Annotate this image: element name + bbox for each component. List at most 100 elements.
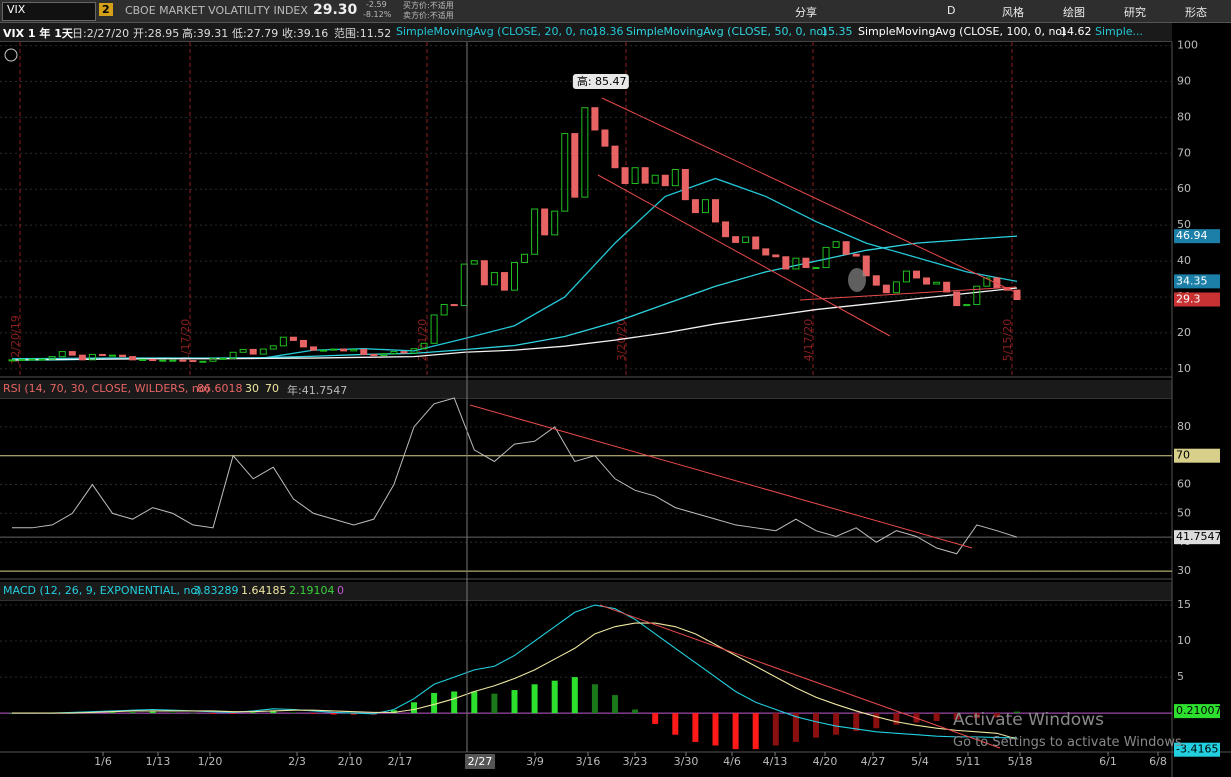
info-open: 开:28.95 bbox=[133, 27, 180, 40]
y-tick-label: 90 bbox=[1177, 75, 1191, 88]
share-button[interactable]: 分享 bbox=[795, 6, 817, 19]
y-tick-label: 50 bbox=[1177, 218, 1191, 231]
candle bbox=[330, 348, 338, 351]
candle bbox=[611, 145, 619, 169]
style-button[interactable]: 风格 bbox=[1002, 6, 1024, 19]
histogram-bar bbox=[411, 702, 417, 714]
sma-line bbox=[11, 287, 1018, 361]
candle bbox=[621, 167, 629, 185]
histogram-bar bbox=[692, 713, 699, 742]
histogram-bar bbox=[330, 713, 337, 715]
candle bbox=[310, 346, 317, 351]
candle bbox=[902, 270, 910, 283]
sma-line bbox=[11, 177, 1018, 361]
candle bbox=[320, 349, 328, 352]
candle bbox=[722, 221, 730, 238]
sma100-label: SimpleMovingAvg (CLOSE, 100, 0, no) bbox=[858, 25, 1067, 38]
candle bbox=[450, 304, 458, 307]
candle bbox=[48, 356, 56, 360]
link-badge[interactable]: 2 bbox=[99, 3, 113, 16]
candle bbox=[209, 357, 217, 362]
rsi-last-label: 41.7547 bbox=[1176, 530, 1222, 543]
histogram-bar bbox=[270, 710, 277, 714]
diff-label: 0.21007 bbox=[1176, 704, 1222, 717]
candle bbox=[571, 133, 579, 198]
candle bbox=[350, 348, 358, 352]
candle bbox=[752, 236, 760, 250]
histogram-bar bbox=[370, 713, 377, 715]
studies-button[interactable]: 研究 bbox=[1124, 6, 1146, 19]
candle bbox=[852, 253, 860, 257]
histogram-bar bbox=[491, 693, 498, 714]
candle bbox=[149, 358, 157, 362]
info-bar: VIX 1 年 1天 日:2/27/20 开:28.95 高:39.31 低:2… bbox=[0, 23, 1172, 42]
y-tick-label: 100 bbox=[1177, 39, 1198, 52]
candle bbox=[842, 241, 850, 255]
change-pct: -8.12% bbox=[363, 10, 392, 19]
histogram-bar bbox=[89, 712, 96, 714]
candle bbox=[732, 236, 740, 243]
last-label-bg bbox=[1174, 274, 1220, 289]
symbol[interactable]: VIX bbox=[7, 3, 26, 16]
candle bbox=[430, 314, 438, 344]
rsi-last-label-bg bbox=[1174, 530, 1220, 545]
trend-line bbox=[599, 604, 1001, 749]
expiration-label: 5/15/20 bbox=[1001, 319, 1014, 361]
x-tick-label: 1/20 bbox=[198, 755, 223, 768]
rsi-year: 年:41.7547 bbox=[287, 384, 348, 397]
candle bbox=[561, 133, 569, 212]
drawings-button[interactable]: 绘图 bbox=[1063, 6, 1085, 19]
histogram-bar bbox=[471, 691, 478, 714]
callout: 高: 85.47 bbox=[577, 74, 627, 88]
y-tick-label: 30 bbox=[1177, 564, 1191, 577]
last-label-bg bbox=[1174, 229, 1220, 244]
histogram-bar bbox=[310, 713, 317, 714]
histogram-bar bbox=[431, 692, 438, 714]
histogram-bar bbox=[169, 712, 176, 714]
period-button[interactable]: D bbox=[947, 4, 956, 17]
alert-icon[interactable] bbox=[4, 48, 18, 62]
histogram-bar bbox=[290, 712, 297, 714]
trend-line bbox=[597, 174, 891, 337]
candle bbox=[792, 257, 800, 270]
candle bbox=[862, 255, 870, 277]
y-tick-label: 50 bbox=[1177, 506, 1191, 519]
y-tick-label: 5 bbox=[1177, 670, 1184, 683]
x-tick-label: 4/20 bbox=[813, 755, 838, 768]
ask: 卖方价:不适用 bbox=[403, 11, 454, 20]
macd-line bbox=[12, 622, 1018, 740]
histogram-bar bbox=[210, 713, 216, 714]
y-tick-label: 20 bbox=[1177, 326, 1191, 339]
sma20-value: 18.36 bbox=[592, 25, 624, 38]
y-tick-label: 60 bbox=[1177, 478, 1191, 491]
candle bbox=[782, 256, 790, 270]
candle bbox=[259, 348, 267, 355]
histogram-bar bbox=[390, 710, 397, 714]
patterns-button[interactable]: 形态 bbox=[1185, 6, 1207, 19]
candle bbox=[812, 267, 820, 270]
rsi-current: 86.6018 bbox=[197, 382, 243, 395]
candle bbox=[189, 360, 197, 363]
y-tick-label: 30 bbox=[1177, 290, 1191, 303]
candle bbox=[691, 199, 699, 214]
y-tick-label: 70 bbox=[1177, 146, 1191, 159]
symbol-box[interactable]: VIX bbox=[2, 2, 96, 21]
candle bbox=[440, 304, 448, 316]
histogram-bar bbox=[913, 713, 920, 723]
histogram-bar bbox=[69, 712, 76, 714]
candle bbox=[551, 210, 559, 236]
candle bbox=[882, 284, 890, 294]
macd-header: MACD (12, 26, 9, EXPONENTIAL, no) 3.8328… bbox=[0, 582, 1172, 601]
candle bbox=[8, 359, 16, 362]
histogram-bar bbox=[853, 713, 860, 732]
candle bbox=[581, 107, 589, 198]
candle bbox=[179, 359, 187, 362]
candle bbox=[681, 168, 689, 201]
cursor-date: 2/27 bbox=[468, 755, 493, 768]
histogram-bar bbox=[451, 691, 458, 714]
overbought-label: 70 bbox=[1176, 449, 1190, 462]
histogram-bar bbox=[772, 713, 779, 746]
trend-line bbox=[469, 404, 973, 549]
histogram-bar bbox=[109, 712, 116, 714]
